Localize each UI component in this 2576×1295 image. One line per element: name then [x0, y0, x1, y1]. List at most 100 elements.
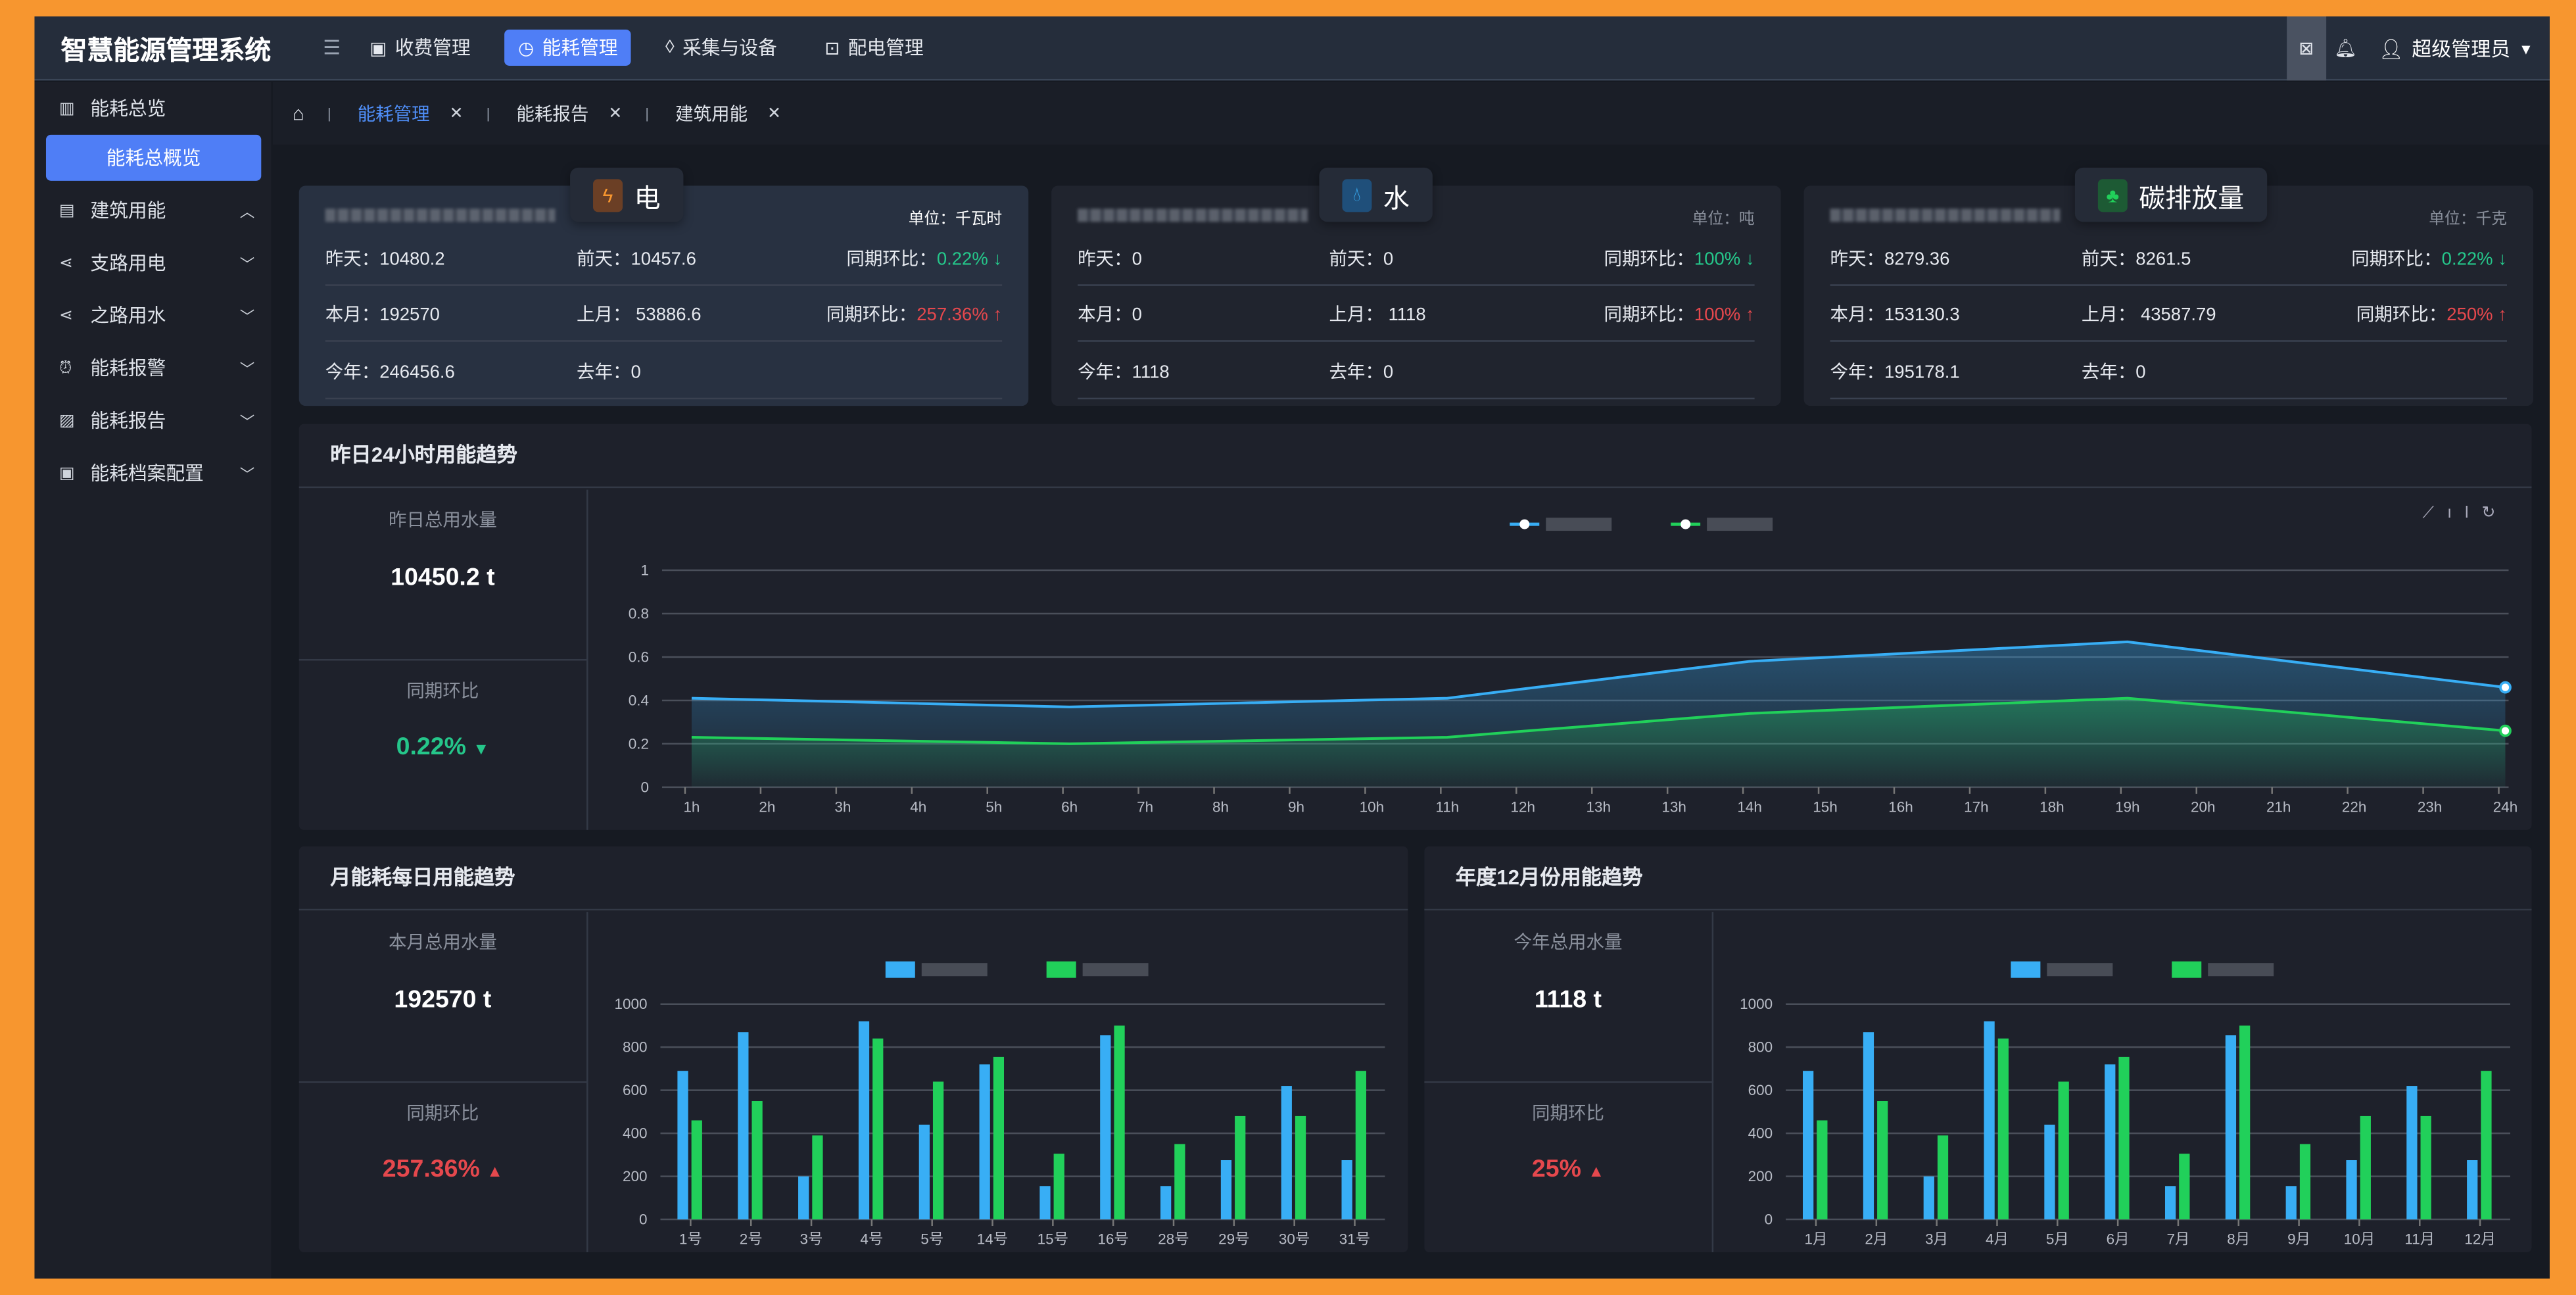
card-badge: 💧︎ 水: [1319, 167, 1433, 222]
x-tick-label: 17h: [1964, 798, 1989, 815]
bar: [2044, 1125, 2055, 1220]
legend-marker: [885, 961, 915, 978]
water-drop-icon: 💧︎: [1342, 178, 1372, 212]
year-value: 今年：246456.6: [325, 362, 455, 382]
y-tick-label: 1000: [1740, 996, 1773, 1012]
bar: [1174, 1144, 1185, 1220]
bar: [1295, 1115, 1306, 1220]
stat-label: 本月总用水量: [388, 933, 497, 954]
legend-label-blurred: [2047, 963, 2113, 977]
close-icon[interactable]: ✕: [608, 104, 623, 123]
bar: [1100, 1035, 1111, 1220]
x-tick-label: 14号: [977, 1231, 1008, 1248]
legend-marker: [1046, 961, 1076, 978]
x-tick-label: 7h: [1137, 798, 1153, 815]
bar: [1281, 1086, 1292, 1220]
series-end-point: [2499, 681, 2512, 694]
ratio-value: 100%: [1694, 249, 1741, 269]
user-menu[interactable]: 👤︎ 超级管理员 ▼: [2379, 34, 2533, 62]
blurred-text: [1078, 208, 1308, 222]
y-tick-label: 800: [1748, 1039, 1773, 1056]
nav-power[interactable]: ⊡ 配电管理: [811, 30, 936, 66]
arrow-down-icon: ↓: [988, 249, 1003, 269]
stat-label: 昨日总用水量: [388, 511, 497, 531]
bar-chart-icon[interactable]: ıl: [2447, 504, 2482, 523]
blurred-text: [1830, 208, 2061, 222]
sidebar-item-building[interactable]: ▤ 建筑用能 ︿: [34, 184, 271, 237]
sidebar-item-branch-power[interactable]: ⋖ 支路用电 ﹀: [34, 237, 271, 289]
bar: [2225, 1035, 2237, 1220]
tab-report[interactable]: 能耗报告 ✕: [516, 100, 645, 126]
legend-label-blurred: [1707, 518, 1773, 531]
unit-label: 单位：吨: [1692, 210, 1755, 229]
stat-label: 今年总用水量: [1514, 933, 1623, 954]
x-tick-label: 9h: [1288, 798, 1304, 815]
x-tick-label: 10h: [1360, 798, 1385, 815]
x-tick-label: 2h: [759, 798, 775, 815]
year-value: 今年：195178.1: [1830, 362, 1960, 382]
series-end-point: [2499, 724, 2512, 737]
sidebar-item-report[interactable]: ▨ 能耗报告 ﹀: [34, 395, 271, 447]
x-tick-label: 18h: [2039, 798, 2064, 815]
yearly-trend-panel: 年度12月份用能趋势 今年总用水量 1118 t 同期环比 25% ▲ 0 200…: [1424, 846, 2532, 1253]
sidebar-item-alarm[interactable]: ⏰︎ 能耗报警 ﹀: [34, 342, 271, 395]
bar: [2481, 1071, 2492, 1220]
x-tick-label: 6月: [2107, 1231, 2130, 1248]
sidebar-label: 支路用电: [90, 255, 166, 275]
y-tick-label: 200: [1748, 1168, 1773, 1185]
bar: [1923, 1176, 1934, 1220]
bell-icon[interactable]: 🔔︎: [2334, 39, 2358, 59]
nav-billing[interactable]: ▣ 收费管理: [356, 30, 483, 66]
x-tick-label: 11h: [1435, 798, 1459, 815]
x-tick-label: 5h: [986, 798, 1002, 815]
legend-label-blurred: [1082, 963, 1149, 977]
bar: [932, 1081, 944, 1220]
nav-energy[interactable]: ◷ 能耗管理: [505, 29, 631, 66]
nav-collection[interactable]: ◊ 采集与设备: [652, 30, 790, 66]
divider: |: [327, 105, 331, 122]
stat-value: 192570 t: [394, 986, 492, 1014]
menu-fold-icon[interactable]: ☰: [323, 36, 341, 59]
bar: [858, 1021, 870, 1220]
tab-label: 能耗管理: [357, 105, 430, 125]
x-tick-label: 5月: [2046, 1231, 2069, 1248]
chevron-down-icon: ﹀: [239, 360, 255, 378]
sidebar-item-branch-water[interactable]: ⋖ 之路用水 ﹀: [34, 289, 271, 342]
user-name: 超级管理员: [2412, 37, 2511, 61]
sidebar-label: 能耗档案配置: [90, 465, 204, 485]
building-icon: ▤: [59, 201, 75, 220]
nav-label: 收费管理: [394, 39, 471, 59]
sidebar-item-archive[interactable]: ▣ 能耗档案配置 ﹀: [34, 447, 271, 500]
close-icon[interactable]: ✕: [449, 104, 464, 123]
bar: [2406, 1086, 2418, 1220]
bar: [2239, 1025, 2251, 1220]
series-area: [691, 698, 2506, 787]
tab-energy[interactable]: 能耗管理 ✕: [358, 100, 487, 126]
x-tick-label: 20h: [2191, 798, 2216, 815]
restore-icon[interactable]: ↻: [2481, 504, 2509, 523]
stat-total: 昨日总用水量 10450.2 t: [298, 489, 588, 661]
lightning-icon: ϟ: [593, 178, 623, 212]
sidebar-item-overview[interactable]: ▥ 能耗总览: [34, 82, 271, 135]
x-tick-label: 5号: [920, 1231, 943, 1248]
x-tick-label: 10月: [2344, 1231, 2375, 1248]
tab-building[interactable]: 建筑用能 ✕: [675, 100, 804, 126]
home-icon[interactable]: ⌂: [292, 101, 304, 125]
tab-bar: ⌂ | 能耗管理 ✕ | 能耗报告 ✕ | 建筑用能 ✕: [272, 82, 2550, 145]
line-chart-icon[interactable]: ⟋: [2422, 504, 2448, 523]
lastmonth-value: 上月： 1118: [1329, 305, 1426, 325]
yearly-bar-chart: 0 200 400 600 800 1000 1月 2月 3月 4月 5月 6月 7月 8月 9月 10月 11…: [1740, 961, 2511, 1248]
drop-icon: ◊: [665, 37, 675, 58]
water-card: 💧︎ 水 单位：吨 昨天：0 前天：0 同期环比：100% ↓ 本月：0 上月： 111…: [1051, 167, 1781, 406]
nav-label: 能耗管理: [542, 39, 618, 59]
branch-icon: ⋖: [59, 306, 73, 325]
bar: [2467, 1160, 2478, 1220]
bar: [812, 1135, 823, 1220]
sidebar-item-overview-all[interactable]: 能耗总概览: [45, 134, 262, 181]
close-icon[interactable]: ✕: [767, 104, 782, 123]
screen-icon[interactable]: ⊠: [2286, 16, 2326, 81]
arrow-down-icon: ↓: [2493, 249, 2508, 269]
bar: [738, 1032, 749, 1220]
x-tick-label: 24h: [2493, 798, 2518, 815]
sidebar: ▥ 能耗总览 能耗总概览 ▤ 建筑用能 ︿ ⋖ 支路用电 ﹀ ⋖ 之路用水 ﹀ ⏰︎ 能耗报警 ﹀…: [34, 82, 272, 1279]
